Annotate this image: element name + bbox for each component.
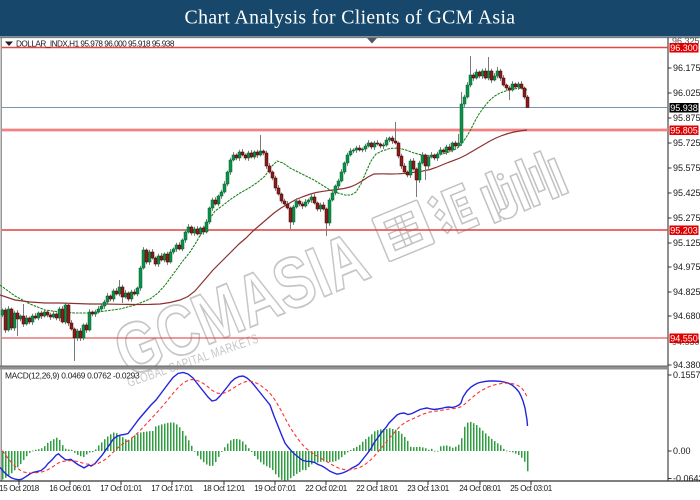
svg-text:17 Oct 01:01: 17 Oct 01:01 xyxy=(100,484,143,493)
svg-text:96.300: 96.300 xyxy=(670,43,698,53)
svg-text:94.975: 94.975 xyxy=(673,262,700,272)
svg-text:22 Oct 02:01: 22 Oct 02:01 xyxy=(305,484,348,493)
svg-text:25 Oct 03:01: 25 Oct 03:01 xyxy=(510,484,553,493)
svg-text:95.575: 95.575 xyxy=(673,163,700,173)
svg-text:Chart Analysis for Clients of: Chart Analysis for Clients of GCM Asia xyxy=(185,7,516,29)
svg-text:95.203: 95.203 xyxy=(670,225,698,235)
svg-text:94.680: 94.680 xyxy=(673,311,700,321)
svg-text:95.125: 95.125 xyxy=(673,238,700,248)
svg-text:95.938: 95.938 xyxy=(670,103,698,113)
svg-text:17 Oct 17:01: 17 Oct 17:01 xyxy=(151,484,194,493)
svg-text:23 Oct 13:01: 23 Oct 13:01 xyxy=(407,484,450,493)
svg-text:-0.0643: -0.0643 xyxy=(673,474,700,484)
svg-text:24 Oct 08:01: 24 Oct 08:01 xyxy=(459,484,502,493)
svg-text:95.425: 95.425 xyxy=(673,188,700,198)
svg-text:18 Oct 12:01: 18 Oct 12:01 xyxy=(203,484,246,493)
svg-text:96.175: 96.175 xyxy=(673,63,700,73)
svg-text:95.725: 95.725 xyxy=(673,138,700,148)
svg-text:95.275: 95.275 xyxy=(673,213,700,223)
svg-text:95.805: 95.805 xyxy=(670,125,698,135)
svg-text:DOLLAR_INDX,H1 95.978 96.000: DOLLAR_INDX,H1 95.978 96.000 95.918 95.9… xyxy=(16,40,175,49)
svg-text:22 Oct 18:01: 22 Oct 18:01 xyxy=(356,484,399,493)
svg-text:0.1557: 0.1557 xyxy=(673,370,700,380)
svg-text:16 Oct 06:01: 16 Oct 06:01 xyxy=(49,484,92,493)
svg-text:0.00: 0.00 xyxy=(673,446,691,456)
svg-text:96.025: 96.025 xyxy=(673,88,700,98)
svg-text:MACD(12,26,9) 0.0469 0.0762 -0: MACD(12,26,9) 0.0469 0.0762 -0.0293 xyxy=(5,371,140,381)
svg-text:19 Oct 07:01: 19 Oct 07:01 xyxy=(254,484,297,493)
svg-text:94.550: 94.550 xyxy=(670,333,698,343)
svg-text:94.380: 94.380 xyxy=(673,360,700,370)
svg-text:96.325: 96.325 xyxy=(672,36,700,46)
svg-text:94.825: 94.825 xyxy=(673,287,700,297)
svg-text:95.875: 95.875 xyxy=(673,113,700,123)
svg-text:15 Oct 2018: 15 Oct 2018 xyxy=(0,484,40,493)
